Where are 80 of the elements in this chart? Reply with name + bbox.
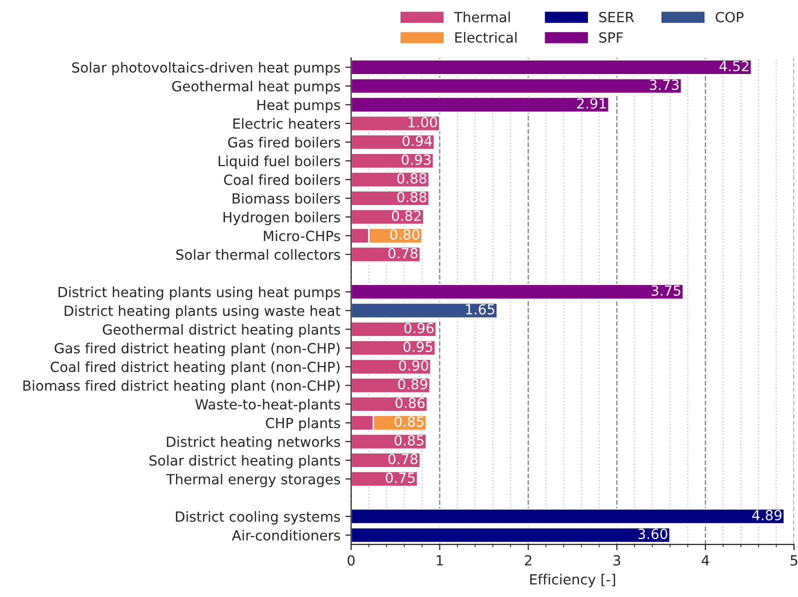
bar bbox=[351, 134, 436, 150]
data-label: 0.94 bbox=[402, 136, 432, 146]
y-tick-label: Coal fired boilers bbox=[224, 174, 340, 186]
data-label: 0.78 bbox=[388, 454, 418, 464]
y-tick-label: Biomass fired district heating plant (non-CHP) bbox=[23, 380, 340, 394]
x-tick-label: 0 bbox=[348, 555, 355, 566]
data-label: 3.73 bbox=[650, 80, 679, 90]
data-label: 0.90 bbox=[399, 360, 428, 371]
y-tick-label: Geothermal district heating plants bbox=[102, 324, 340, 338]
total-label: 0.80 bbox=[390, 229, 420, 240]
y-tick-label: District cooling systems bbox=[176, 511, 340, 525]
data-label: 1.00 bbox=[408, 116, 438, 128]
y-tick-label: District heating plants using waste heat bbox=[64, 305, 340, 319]
y-tick-label: Air-conditioners bbox=[232, 530, 340, 541]
bar bbox=[351, 115, 440, 132]
bar bbox=[351, 340, 436, 356]
y-tick-label: Solar photovoltaics-driven heat pumps bbox=[72, 62, 340, 76]
data-label: 0.89 bbox=[398, 378, 428, 390]
data-label: 3.60 bbox=[638, 528, 668, 540]
data-label: 0.82 bbox=[392, 210, 421, 222]
y-tick-label: Gas fired boilers bbox=[228, 136, 340, 148]
data-label: 0.85 bbox=[394, 416, 424, 427]
x-tick-label: 2 bbox=[524, 555, 532, 566]
bar bbox=[351, 152, 434, 170]
legend-label: SPF bbox=[599, 32, 623, 43]
y-tick-label: Heat pumps bbox=[258, 100, 340, 113]
data-label: 0.78 bbox=[388, 248, 418, 258]
data-label: 4.89 bbox=[752, 510, 782, 520]
x-axis-title: Efficiency [-] bbox=[530, 574, 616, 588]
bar bbox=[351, 452, 421, 468]
data-label: 0.96 bbox=[404, 322, 434, 334]
y-tick-label: Coal fired district heating plant (non-CHP) bbox=[50, 361, 340, 375]
bar bbox=[351, 377, 431, 394]
data-label: 2.91 bbox=[577, 98, 606, 109]
y-tick-label: Gas fired district heating plant (non-CHP) bbox=[54, 342, 340, 356]
y-tick-label: District heating networks bbox=[166, 436, 340, 450]
y-tick-label: Solar thermal collectors bbox=[176, 249, 340, 260]
bar bbox=[351, 508, 785, 525]
y-tick-label: Waste-to-heat-plants bbox=[195, 398, 340, 412]
x-tick-label: 3 bbox=[613, 555, 620, 566]
bar bbox=[351, 190, 430, 206]
bar bbox=[351, 96, 610, 113]
bar bbox=[351, 396, 428, 412]
data-label: 0.88 bbox=[397, 173, 426, 184]
y-tick-label: Biomass boilers bbox=[232, 192, 340, 204]
y-tick-label: Thermal energy storages bbox=[166, 474, 340, 488]
bar bbox=[351, 526, 671, 544]
total-label: 0.85 bbox=[394, 435, 424, 446]
y-tick-label: Hydrogen boilers bbox=[224, 212, 340, 226]
data-label: 0.95 bbox=[403, 341, 432, 352]
bar bbox=[351, 433, 428, 450]
y-tick-label: CHP plants bbox=[266, 418, 340, 431]
legend-label: SEER bbox=[599, 12, 634, 22]
x-tick-label: 5 bbox=[790, 555, 798, 566]
legend-label: Thermal bbox=[454, 12, 510, 22]
bar bbox=[351, 78, 682, 94]
legend-label: Electrical bbox=[455, 32, 516, 43]
y-tick-label: District heating plants using heat pumps bbox=[58, 286, 340, 300]
legend-label: COP bbox=[716, 12, 744, 22]
bar bbox=[351, 358, 432, 375]
bar bbox=[351, 321, 437, 338]
data-label: 0.86 bbox=[396, 398, 425, 408]
bar bbox=[351, 246, 421, 263]
bar bbox=[351, 302, 498, 319]
data-label: 0.88 bbox=[397, 192, 426, 202]
data-label: 0.93 bbox=[402, 154, 431, 165]
data-label: 4.52 bbox=[719, 60, 748, 72]
bar bbox=[351, 284, 684, 300]
y-tick-label: Electric heaters bbox=[233, 118, 340, 129]
data-label: 3.75 bbox=[652, 285, 680, 296]
x-tick-label: 1 bbox=[436, 555, 443, 566]
bar bbox=[351, 171, 430, 188]
data-label: 1.65 bbox=[466, 304, 494, 315]
y-tick-label: Micro-CHPs bbox=[264, 230, 340, 242]
data-label: 0.75 bbox=[386, 472, 415, 483]
y-tick-label: Geothermal heat pumps bbox=[172, 80, 340, 94]
bar bbox=[351, 59, 752, 76]
x-tick-label: 4 bbox=[702, 555, 710, 566]
y-tick-label: Solar district heating plants bbox=[150, 454, 340, 468]
y-tick-label: Liquid fuel boilers bbox=[218, 156, 340, 169]
